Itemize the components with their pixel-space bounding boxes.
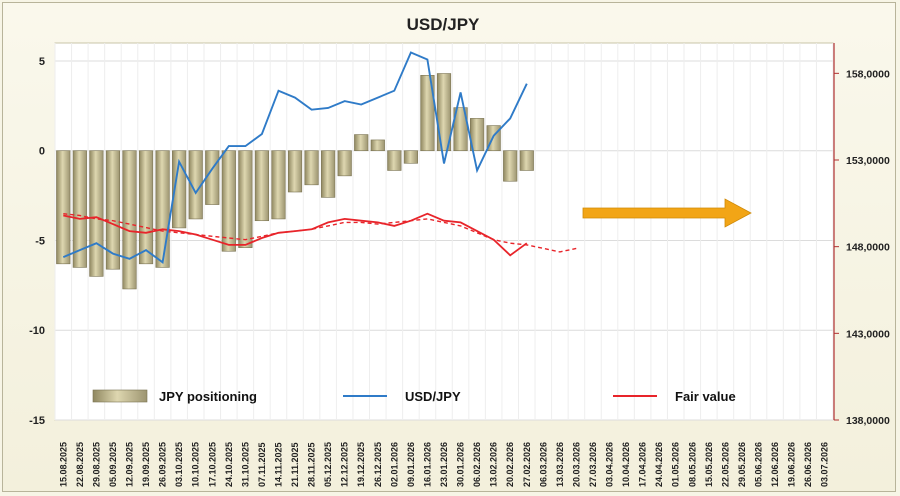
x-tick-label-2: 29.08.2025 xyxy=(91,442,101,487)
right-tick-label-2: 148,0000 xyxy=(846,242,890,254)
x-tick-label-35: 17.04.2026 xyxy=(638,442,648,487)
bar-jpy-positioning-15 xyxy=(304,150,319,186)
x-tick-label-28: 27.02.2026 xyxy=(522,442,532,487)
x-tick-label-1: 22.08.2025 xyxy=(75,442,85,487)
x-tick-label-45: 26.06.2026 xyxy=(803,442,813,487)
legend-swatch-0 xyxy=(92,389,148,403)
bar-jpy-positioning-22 xyxy=(420,75,435,152)
x-tick-label-32: 27.03.2026 xyxy=(588,442,598,487)
bar-jpy-positioning-5 xyxy=(138,150,154,265)
x-tick-label-19: 26.12.2025 xyxy=(373,442,383,487)
x-tick-label-23: 23.01.2026 xyxy=(439,442,449,487)
bar-jpy-positioning-27 xyxy=(503,150,518,182)
bar-series xyxy=(56,73,534,290)
bar-jpy-positioning-17 xyxy=(337,150,352,177)
trend-arrow xyxy=(582,198,752,228)
x-tick-label-31: 20.03.2026 xyxy=(571,442,581,487)
x-tick-label-21: 09.01.2026 xyxy=(406,442,416,487)
x-tick-label-7: 03.10.2025 xyxy=(174,442,184,487)
x-tick-label-18: 19.12.2025 xyxy=(356,442,366,487)
x-tick-label-3: 05.09.2025 xyxy=(108,442,118,487)
bar-jpy-positioning-20 xyxy=(387,150,402,171)
line-series xyxy=(62,51,577,264)
left-tick-label-1: 0 xyxy=(39,146,45,158)
x-tick-label-44: 19.06.2026 xyxy=(787,442,797,487)
chart-svg: 5 0 -5 -10 -15 158,0000 153,0000 148,0000 143,00… xyxy=(29,15,890,487)
x-tick-label-6: 26.09.2025 xyxy=(158,442,168,487)
x-tick-label-12: 07.11.2025 xyxy=(257,442,267,487)
left-tick-label-3: -10 xyxy=(29,325,45,337)
legend: JPY positioning USD/JPY Fair value xyxy=(92,389,736,404)
bar-jpy-positioning-11 xyxy=(238,150,253,248)
x-tick-label-30: 13.03.2026 xyxy=(555,442,565,487)
chart-title: USD/JPY xyxy=(407,15,480,34)
x-tick-label-5: 19.09.2025 xyxy=(141,442,151,487)
x-tick-label-26: 13.02.2026 xyxy=(489,442,499,487)
x-tick-label-13: 14.11.2025 xyxy=(273,442,283,487)
x-tick-label-0: 15.08.2025 xyxy=(58,442,68,487)
x-tick-label-27: 20.02.2026 xyxy=(505,442,515,487)
grid-lines xyxy=(54,43,834,421)
right-tick-label-4: 138,0000 xyxy=(846,415,890,427)
bar-jpy-positioning-14 xyxy=(287,150,303,193)
x-tick-label-37: 01.05.2026 xyxy=(671,442,681,487)
right-tick-label-1: 153,0000 xyxy=(846,155,890,167)
x-tick-label-24: 30.01.2026 xyxy=(456,442,466,487)
x-tick-label-40: 22.05.2026 xyxy=(720,442,730,487)
right-tick-label-0: 158,0000 xyxy=(846,68,890,80)
x-tick-label-25: 06.02.2026 xyxy=(472,442,482,487)
x-tick-label-20: 02.01.2026 xyxy=(389,442,399,487)
left-tick-label-4: -15 xyxy=(29,415,45,427)
bar-jpy-positioning-21 xyxy=(403,150,418,164)
x-tick-label-36: 24.04.2026 xyxy=(654,442,664,487)
legend-label-2: Fair value xyxy=(675,389,736,404)
x-tick-label-38: 08.05.2026 xyxy=(687,442,697,487)
bar-jpy-positioning-10 xyxy=(221,150,236,252)
x-tick-label-10: 24.10.2025 xyxy=(224,442,234,487)
x-tick-label-8: 10.10.2025 xyxy=(191,442,201,487)
bar-jpy-positioning-6 xyxy=(155,150,170,268)
legend-label-1: USD/JPY xyxy=(405,389,461,404)
bar-jpy-positioning-13 xyxy=(271,150,286,220)
bar-jpy-positioning-9 xyxy=(205,150,220,205)
line-usdjpy xyxy=(62,51,528,264)
x-tick-label-14: 21.11.2025 xyxy=(290,442,300,487)
right-tick-label-3: 143,0000 xyxy=(846,328,890,340)
bar-jpy-positioning-0 xyxy=(56,150,71,265)
x-tick-label-16: 05.12.2025 xyxy=(323,442,333,487)
x-tick-label-39: 15.05.2026 xyxy=(704,442,714,487)
x-tick-label-43: 12.06.2026 xyxy=(770,442,780,487)
x-tick-label-9: 17.10.2025 xyxy=(207,442,217,487)
bar-jpy-positioning-1 xyxy=(72,150,87,268)
left-tick-label-2: -5 xyxy=(35,235,45,247)
axes: 5 0 -5 -10 -15 158,0000 153,0000 148,0000 143,00… xyxy=(29,43,890,487)
x-tick-label-15: 28.11.2025 xyxy=(307,442,317,487)
x-tick-label-41: 29.05.2026 xyxy=(737,442,747,487)
x-tick-label-33: 03.04.2026 xyxy=(605,442,615,487)
bar-jpy-positioning-24 xyxy=(453,107,468,152)
x-tick-label-4: 12.09.2025 xyxy=(124,442,134,487)
bar-jpy-positioning-12 xyxy=(254,150,270,222)
bar-jpy-positioning-19 xyxy=(370,139,385,152)
x-tick-label-34: 10.04.2026 xyxy=(621,442,631,487)
x-tick-label-22: 16.01.2026 xyxy=(422,442,432,487)
x-tick-label-17: 12.12.2025 xyxy=(340,442,350,487)
bar-jpy-positioning-8 xyxy=(188,150,203,220)
legend-label-0: JPY positioning xyxy=(159,389,257,404)
bar-jpy-positioning-4 xyxy=(122,150,137,290)
x-tick-label-46: 03.07.2026 xyxy=(820,442,830,487)
bar-jpy-positioning-16 xyxy=(321,150,336,198)
x-tick-label-29: 06.03.2026 xyxy=(538,442,548,487)
line-fair-value xyxy=(63,212,528,257)
arrow-right-icon xyxy=(582,198,752,228)
bar-jpy-positioning-2 xyxy=(89,150,104,277)
bar-jpy-positioning-3 xyxy=(105,150,121,270)
x-tick-label-11: 31.10.2025 xyxy=(240,442,250,487)
bar-jpy-positioning-28 xyxy=(519,150,534,171)
bar-jpy-positioning-18 xyxy=(354,134,369,152)
x-tick-label-42: 05.06.2026 xyxy=(754,442,764,487)
bar-jpy-positioning-23 xyxy=(436,73,452,152)
left-tick-label-0: 5 xyxy=(39,56,45,68)
